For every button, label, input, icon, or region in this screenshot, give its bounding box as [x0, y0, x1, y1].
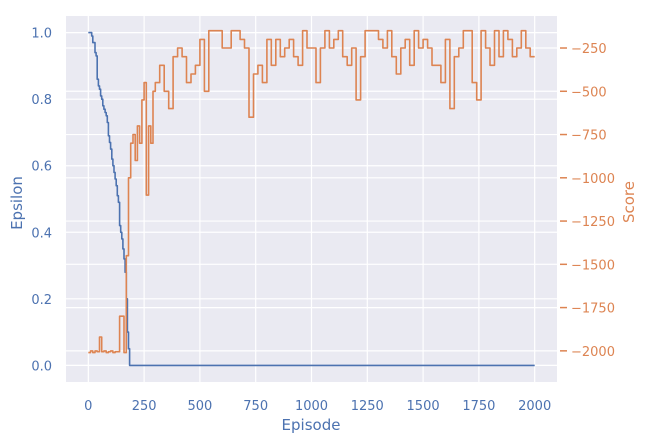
x-tick-label: 250 — [132, 399, 157, 414]
x-axis-title: Episode — [282, 416, 341, 434]
right-y-tick-label: −250 — [571, 42, 607, 57]
x-tick-label: 2000 — [518, 399, 551, 414]
right-y-tick-label: −750 — [571, 129, 607, 144]
right-y-tick-label: −1000 — [571, 172, 615, 187]
right-y-tick-label: −1250 — [571, 215, 615, 230]
left-y-tick-label: 0.2 — [31, 293, 52, 308]
series-line-score — [88, 29, 535, 354]
right-y-tick-label: −2000 — [571, 345, 615, 360]
left-y-tick-label: 0.6 — [31, 160, 52, 175]
x-tick-label: 750 — [243, 399, 268, 414]
left-y-axis-title: Epsilon — [8, 176, 26, 230]
left-y-tick-label: 0.8 — [31, 93, 52, 108]
left-y-tick-label: 0.4 — [31, 226, 52, 241]
right-y-tick-label: −1500 — [571, 258, 615, 273]
x-tick-label: 1000 — [295, 399, 328, 414]
series-layer — [88, 29, 535, 367]
x-tick-label: 1250 — [351, 399, 384, 414]
right-y-tick-label: −500 — [571, 85, 607, 100]
x-axis-ticks: 0 250 500 750 1000 1250 1500 1750 2000 — [84, 399, 551, 414]
x-tick-label: 500 — [187, 399, 212, 414]
left-y-tick-label: 0.0 — [31, 359, 52, 374]
x-tick-label: 1500 — [407, 399, 440, 414]
right-y-axis-ticks: −2000 −1750 −1500 −1250 −1000 −750 −500 −250 — [560, 42, 615, 360]
right-y-tick-label: −1750 — [571, 302, 615, 317]
x-tick-label: 1750 — [462, 399, 495, 414]
right-y-axis-title: Score — [620, 181, 638, 223]
left-y-axis-ticks: 0.0 0.2 0.4 0.6 0.8 1.0 — [31, 27, 52, 375]
x-tick-label: 0 — [84, 399, 92, 414]
left-y-tick-label: 1.0 — [31, 27, 52, 42]
